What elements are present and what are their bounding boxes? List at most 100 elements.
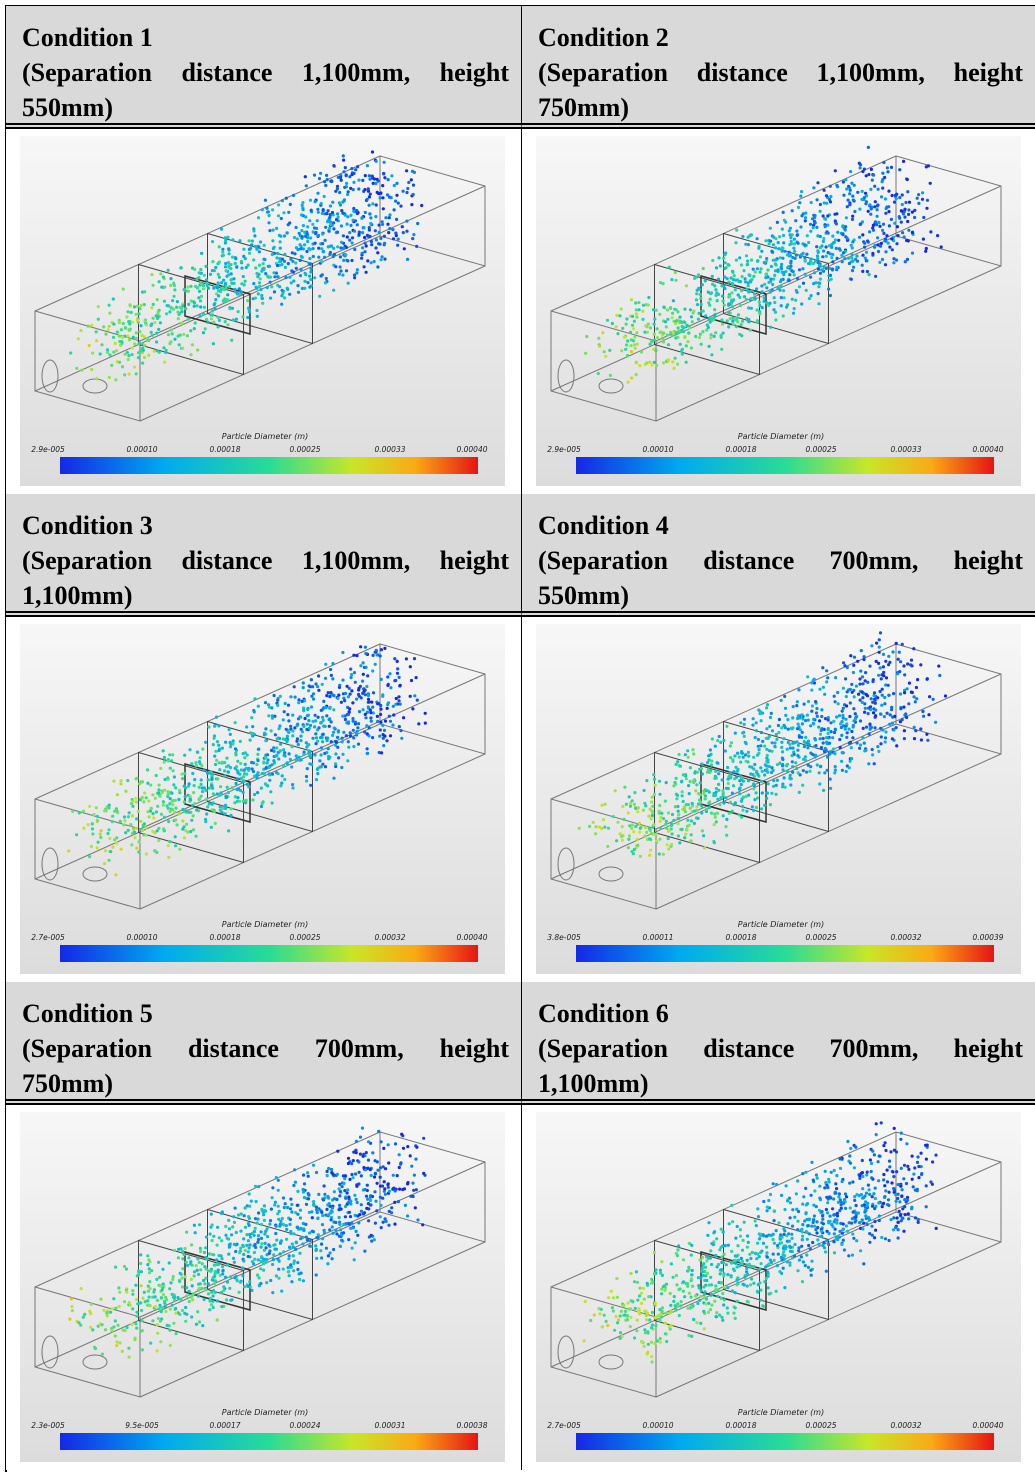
particle bbox=[830, 242, 834, 246]
particle bbox=[803, 243, 807, 247]
particle bbox=[89, 1325, 93, 1329]
particle bbox=[769, 325, 773, 329]
particle bbox=[134, 331, 138, 335]
particle bbox=[246, 1250, 250, 1254]
particle bbox=[143, 791, 147, 795]
colorbar-label: 2.3e-005 bbox=[31, 1421, 65, 1430]
particle bbox=[199, 281, 203, 285]
particle bbox=[297, 755, 301, 759]
particle bbox=[394, 696, 398, 701]
particle bbox=[393, 657, 397, 661]
particle bbox=[193, 802, 197, 806]
condition-description: (Separation distance 1,100mm, height 750… bbox=[538, 58, 1023, 122]
particle bbox=[216, 281, 220, 285]
particle bbox=[786, 727, 790, 731]
particle bbox=[172, 1321, 176, 1325]
particle bbox=[379, 236, 383, 240]
particle bbox=[770, 766, 774, 770]
particle bbox=[835, 183, 839, 187]
particle bbox=[628, 804, 633, 808]
particle bbox=[211, 240, 215, 244]
particle bbox=[782, 296, 786, 300]
particle bbox=[367, 1140, 371, 1144]
particle bbox=[422, 1136, 426, 1140]
particle bbox=[215, 1299, 219, 1303]
particle bbox=[866, 209, 870, 213]
particle bbox=[391, 237, 396, 241]
particle bbox=[888, 245, 892, 249]
particle bbox=[253, 1184, 258, 1188]
particle bbox=[140, 1348, 144, 1352]
particle bbox=[353, 219, 357, 223]
particle bbox=[626, 380, 630, 384]
particle bbox=[907, 681, 912, 685]
particle bbox=[133, 836, 137, 840]
particle bbox=[281, 737, 285, 741]
particle bbox=[795, 766, 799, 771]
particle bbox=[865, 269, 869, 274]
particle bbox=[727, 302, 731, 306]
particle bbox=[149, 806, 153, 810]
particle bbox=[790, 760, 794, 764]
particle bbox=[774, 258, 778, 262]
particle bbox=[264, 272, 268, 276]
particle bbox=[885, 166, 889, 170]
particle bbox=[335, 187, 339, 191]
particle bbox=[845, 731, 849, 735]
particle bbox=[230, 786, 234, 790]
particle bbox=[851, 194, 855, 198]
particle bbox=[157, 791, 161, 795]
particle bbox=[221, 247, 225, 251]
particle bbox=[332, 221, 336, 225]
particle bbox=[648, 853, 652, 857]
particle bbox=[351, 717, 355, 721]
particle bbox=[153, 849, 157, 853]
particle bbox=[813, 271, 817, 275]
particle bbox=[115, 793, 119, 797]
particle bbox=[673, 270, 677, 275]
particle bbox=[157, 327, 161, 331]
particle bbox=[80, 368, 84, 372]
particle bbox=[638, 830, 642, 834]
particle bbox=[826, 676, 830, 680]
image-background bbox=[536, 1112, 1021, 1462]
particle bbox=[902, 235, 906, 239]
particle bbox=[277, 203, 281, 207]
particle bbox=[860, 700, 864, 704]
particle bbox=[294, 266, 298, 270]
particle bbox=[771, 258, 775, 262]
particle bbox=[739, 721, 743, 725]
particle bbox=[292, 1269, 296, 1273]
particle bbox=[200, 1262, 204, 1266]
particle bbox=[178, 788, 182, 792]
particle bbox=[139, 1261, 143, 1266]
particle bbox=[350, 236, 355, 240]
particle bbox=[861, 1227, 865, 1231]
particle bbox=[734, 325, 739, 329]
particle bbox=[353, 247, 357, 252]
particle bbox=[801, 1223, 805, 1227]
particle bbox=[213, 1270, 217, 1274]
wireframe bbox=[550, 643, 1002, 910]
particle bbox=[278, 749, 282, 753]
particle bbox=[349, 213, 353, 217]
particle bbox=[883, 736, 888, 740]
particle bbox=[378, 1175, 382, 1179]
particle bbox=[354, 1148, 358, 1152]
particle bbox=[75, 833, 79, 837]
particle bbox=[893, 221, 897, 225]
particle bbox=[294, 758, 298, 763]
particle bbox=[339, 224, 344, 228]
particle bbox=[365, 1206, 369, 1210]
particle bbox=[650, 795, 654, 799]
particle bbox=[882, 231, 886, 235]
particle bbox=[764, 276, 768, 280]
particle bbox=[336, 212, 340, 216]
particle bbox=[152, 816, 156, 820]
particle bbox=[707, 317, 711, 321]
particle bbox=[282, 1205, 286, 1210]
particle bbox=[821, 214, 825, 218]
particle bbox=[660, 811, 664, 815]
particle bbox=[313, 276, 317, 280]
particle bbox=[675, 797, 679, 801]
